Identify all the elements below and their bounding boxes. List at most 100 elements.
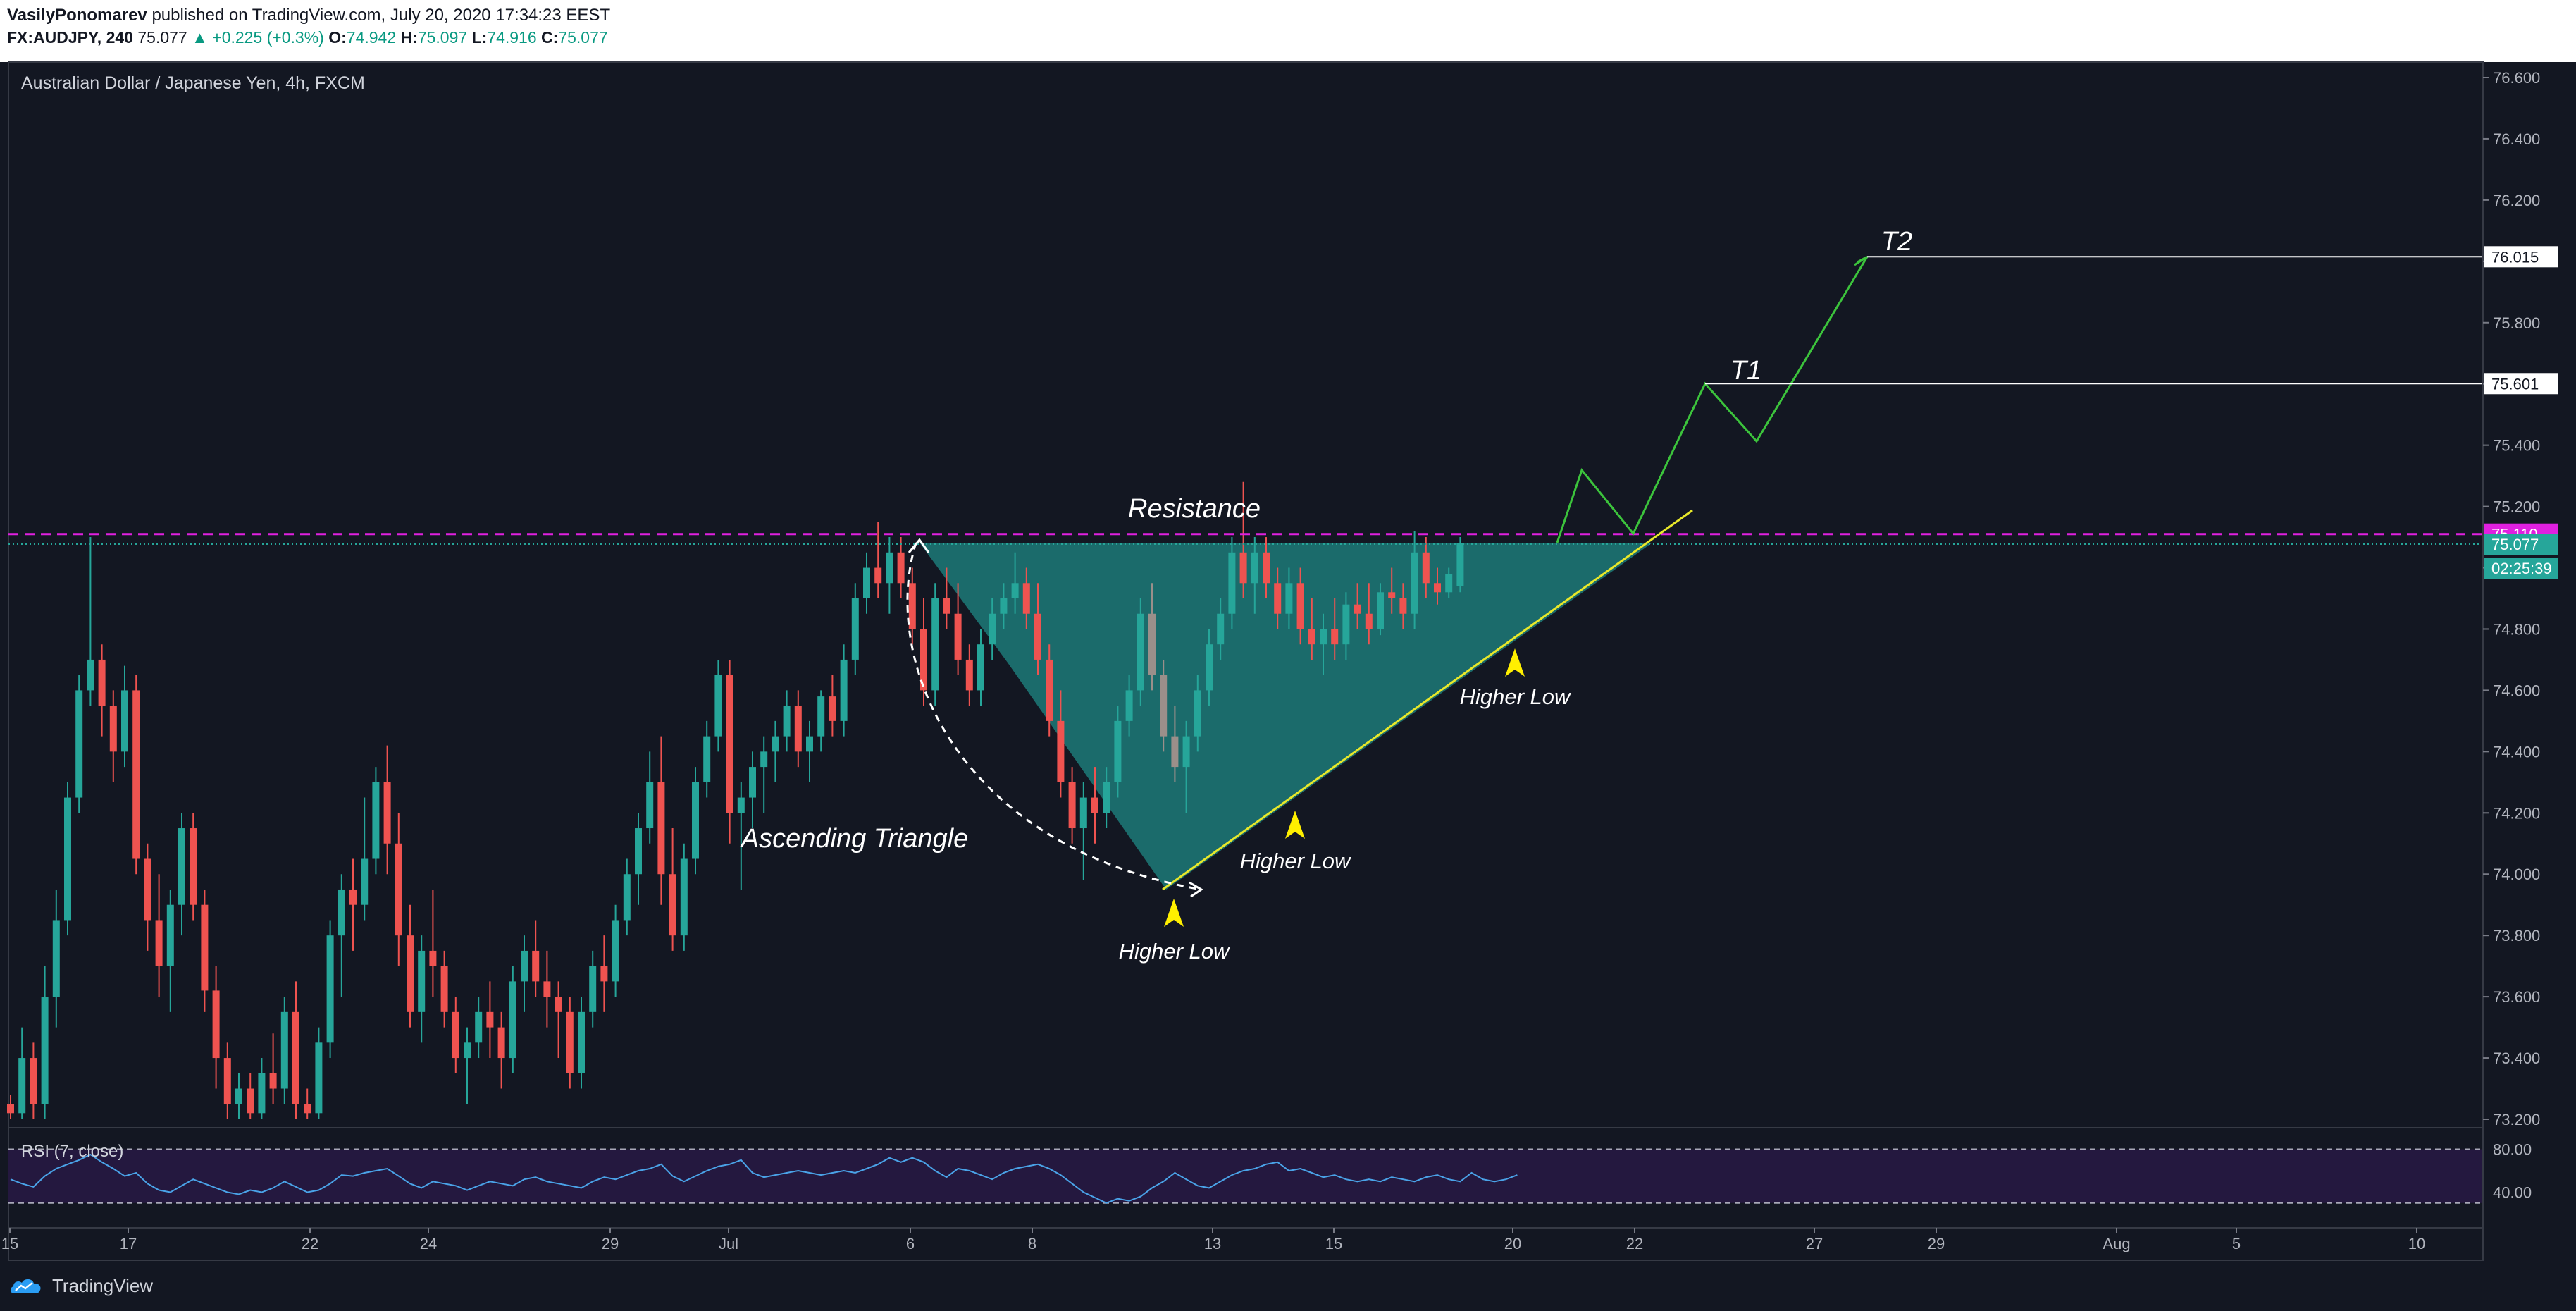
candle-body	[1125, 690, 1133, 721]
rsi-tick-label: 80.00	[2493, 1141, 2532, 1159]
candle-body	[1160, 675, 1168, 737]
time-tick-label: Aug	[2103, 1235, 2130, 1252]
candle-body	[1422, 552, 1430, 584]
candle-body	[817, 696, 825, 737]
price-tick-label: 74.600	[2493, 682, 2540, 699]
candle-body	[1342, 604, 1350, 645]
rsi-label: RSI (7, close)	[21, 1142, 123, 1161]
candle-body	[692, 782, 699, 859]
candle-body	[326, 935, 334, 1043]
candle-body	[749, 767, 756, 798]
time-tick-label: 24	[420, 1235, 437, 1252]
candle-body	[87, 659, 94, 691]
price-tick-label: 76.600	[2493, 69, 2540, 87]
time-tick-label: 17	[120, 1235, 137, 1252]
candle-body	[7, 1104, 14, 1114]
candle-body	[1137, 613, 1144, 691]
candle-body	[201, 904, 209, 991]
price-tick-label: 75.800	[2493, 314, 2540, 332]
candle-body	[1456, 543, 1464, 586]
candle-body	[532, 950, 540, 982]
candle-body	[1445, 574, 1453, 593]
tradingview-logo[interactable]: TradingView	[8, 1273, 153, 1298]
candle-body	[1057, 720, 1065, 782]
candle-body	[144, 858, 151, 921]
close-value: 75.077	[558, 28, 608, 47]
pattern-annotation: Ascending Triangle	[740, 824, 968, 854]
candle-body	[155, 920, 163, 966]
price-tick-label: 74.200	[2493, 804, 2540, 822]
candle-body	[407, 935, 414, 1012]
candle-body	[486, 1011, 494, 1028]
open-label: O:	[328, 28, 347, 47]
candle-body	[1228, 552, 1236, 614]
tradingview-cloud-icon	[10, 1279, 41, 1293]
change-value: +0.225 (+0.3%)	[212, 28, 324, 47]
candle-body	[760, 751, 768, 768]
candle-body	[612, 920, 619, 982]
candle-body	[1263, 552, 1270, 584]
candle-body	[258, 1073, 266, 1114]
price-tick-label: 74.000	[2493, 866, 2540, 883]
time-tick-label: 27	[1806, 1235, 1823, 1252]
candle-body	[395, 843, 402, 936]
candle-body	[623, 874, 631, 921]
price-label-box	[2484, 534, 2558, 555]
candle-body	[794, 706, 802, 752]
time-tick-label: 29	[602, 1235, 619, 1252]
higher-low-arrow-icon	[1164, 899, 1184, 927]
higher-low-arrow-icon	[1285, 811, 1305, 839]
candle-body	[269, 1073, 277, 1089]
candle-body	[874, 567, 882, 584]
candle-body	[440, 966, 448, 1012]
low-label: L:	[471, 28, 488, 47]
candle-body	[383, 782, 391, 844]
price-tick-label: 76.400	[2493, 130, 2540, 148]
higher-low-label: Higher Low	[1240, 849, 1352, 873]
time-tick-label: 8	[1028, 1235, 1036, 1252]
candle-body	[338, 889, 345, 936]
candle-body	[132, 690, 140, 859]
higher-low-label: Higher Low	[1460, 684, 1572, 709]
candle-body	[657, 782, 665, 875]
time-tick-label: 20	[1504, 1235, 1521, 1252]
candle-body	[863, 567, 870, 598]
candle-body	[452, 1011, 459, 1059]
candle-body	[1331, 629, 1339, 645]
candle-body	[304, 1104, 311, 1114]
candle-body	[121, 690, 128, 752]
candle-body	[109, 706, 117, 752]
candle-body	[543, 981, 551, 997]
candle-body	[851, 598, 859, 660]
publish-text: published on TradingView.com, July 20, 2…	[147, 6, 611, 25]
author-name[interactable]: VasilyPonomarev	[7, 6, 147, 25]
candle-body	[98, 659, 106, 706]
candle-body	[1091, 797, 1098, 813]
price-tick-label: 76.200	[2493, 192, 2540, 209]
target-2-annotation: T2	[1881, 227, 1912, 257]
candle-body	[920, 629, 927, 691]
price-label-text: 75.601	[2491, 375, 2539, 393]
candle-body	[464, 1042, 471, 1059]
symbol-label: FX:AUDJPY, 240	[7, 28, 133, 47]
candle-body	[292, 1011, 299, 1104]
price-label-box	[2484, 246, 2558, 268]
candle-body	[521, 950, 528, 982]
candle-body	[897, 552, 905, 584]
candle-body	[223, 1058, 231, 1104]
time-tick-label: 10	[2408, 1235, 2425, 1252]
rsi-line	[10, 1153, 1518, 1204]
candle-body	[1308, 629, 1315, 645]
header-background	[0, 0, 2576, 62]
candle-body	[1274, 583, 1282, 614]
candle-body	[1296, 583, 1304, 629]
candle-body	[1000, 598, 1008, 614]
candle-body	[886, 552, 893, 584]
candle-body	[566, 1011, 574, 1073]
price-label-text: 75.077	[2491, 536, 2539, 553]
candle-body	[908, 583, 916, 629]
candle-body	[1285, 583, 1293, 614]
time-tick-label: 22	[302, 1235, 318, 1252]
candle-body	[931, 598, 939, 691]
candle-body	[1046, 659, 1053, 721]
